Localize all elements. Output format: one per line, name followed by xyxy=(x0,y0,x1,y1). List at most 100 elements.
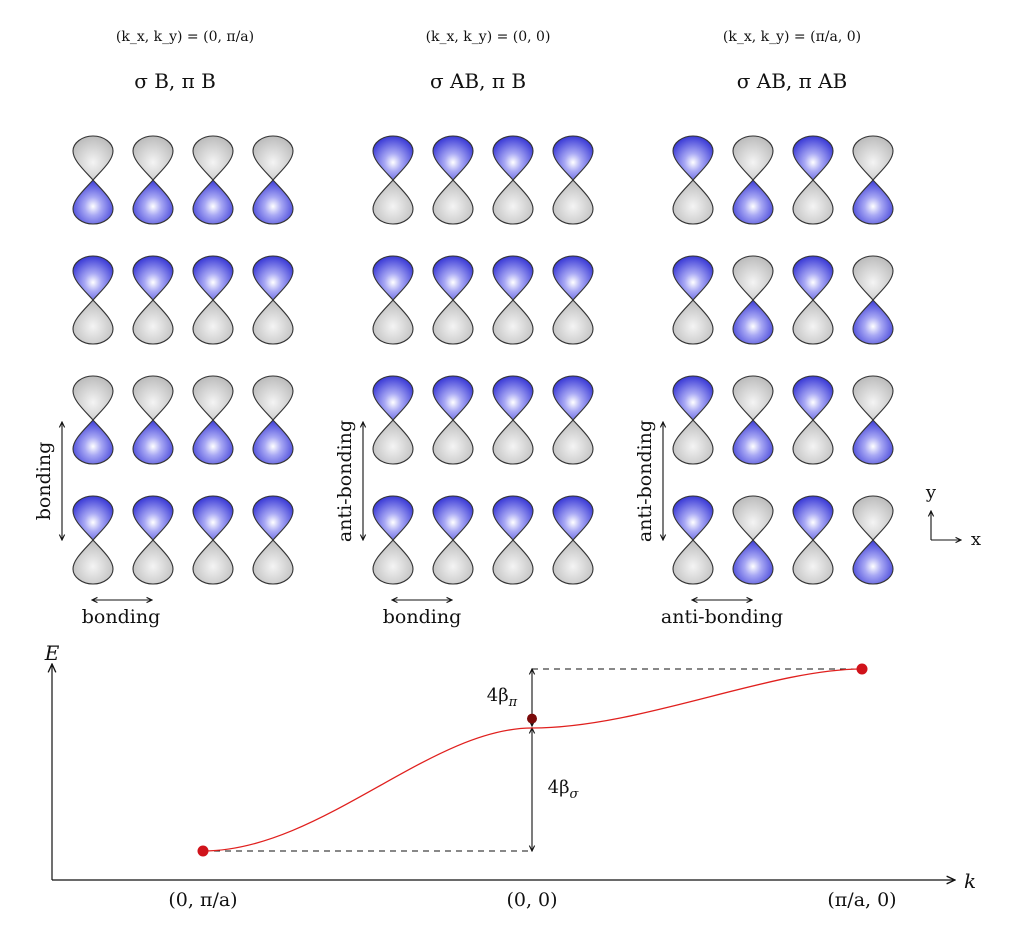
p-orbital xyxy=(192,255,234,345)
orbital-lower-lobe xyxy=(432,179,474,225)
orbital-lower-lobe xyxy=(132,539,174,585)
p-orbital xyxy=(852,135,894,225)
p-orbital xyxy=(192,375,234,465)
orbital-lower-lobe xyxy=(792,179,834,225)
panel-1-horizontal-arrow: bonding xyxy=(82,600,160,628)
orbital-lower-lobe xyxy=(552,299,594,345)
orbital-upper-lobe xyxy=(672,495,714,541)
panel-2-vertical-arrow: anti-bonding xyxy=(334,420,363,542)
orbital-upper-lobe xyxy=(672,135,714,181)
orbital-upper-lobe xyxy=(432,255,474,301)
orbital-lower-lobe xyxy=(372,419,414,465)
panel-2-k-label: (k_x, k_y) = (0, 0) xyxy=(426,29,551,45)
p-orbital xyxy=(132,375,174,465)
orbital-upper-lobe xyxy=(372,495,414,541)
orbital-lower-lobe xyxy=(492,539,534,585)
orbital-lower-lobe xyxy=(192,299,234,345)
p-orbital xyxy=(252,255,294,345)
orbital-lower-lobe xyxy=(252,539,294,585)
orbital-upper-lobe xyxy=(252,375,294,421)
orbital-lower-lobe xyxy=(72,539,114,585)
energy-axis-label: E xyxy=(44,641,60,665)
orbital-upper-lobe xyxy=(252,255,294,301)
orbital-upper-lobe xyxy=(552,255,594,301)
p-orbital xyxy=(372,375,414,465)
band-curve xyxy=(202,668,863,852)
k-axis-label: k xyxy=(964,869,976,893)
energy-point xyxy=(856,663,868,675)
panel-1-orbital-grid xyxy=(72,135,294,585)
orbital-upper-lobe xyxy=(732,255,774,301)
orbital-upper-lobe xyxy=(492,255,534,301)
p-orbital xyxy=(192,495,234,585)
orbital-lower-lobe xyxy=(852,299,894,345)
p-orbital xyxy=(432,495,474,585)
p-orbital xyxy=(852,255,894,345)
p-orbital xyxy=(132,495,174,585)
orbital-upper-lobe xyxy=(432,135,474,181)
orbital-upper-lobe xyxy=(672,255,714,301)
orbital-upper-lobe xyxy=(552,135,594,181)
p-orbital xyxy=(792,375,834,465)
orbital-lower-lobe xyxy=(672,179,714,225)
p-orbital xyxy=(492,255,534,345)
orbital-upper-lobe xyxy=(852,135,894,181)
p-orbital xyxy=(552,255,594,345)
panel-3-orbital-grid xyxy=(672,135,894,585)
orbital-lower-lobe xyxy=(72,179,114,225)
p-orbital xyxy=(432,255,474,345)
orbital-upper-lobe xyxy=(132,495,174,541)
orbital-upper-lobe xyxy=(72,255,114,301)
orbital-upper-lobe xyxy=(792,495,834,541)
orbital-lower-lobe xyxy=(492,179,534,225)
p-orbital xyxy=(372,255,414,345)
energy-point xyxy=(527,713,537,724)
orbital-upper-lobe xyxy=(792,255,834,301)
panel-2-bonding-label: σ AB, π B xyxy=(430,69,526,93)
p-orbital xyxy=(672,255,714,345)
axis-y-label: y xyxy=(925,482,937,503)
p-orbital xyxy=(432,375,474,465)
orbital-lower-lobe xyxy=(132,179,174,225)
orbital-lower-lobe xyxy=(192,539,234,585)
energy-points xyxy=(197,663,868,857)
panel-3-k-label: (k_x, k_y) = (π/a, 0) xyxy=(723,29,861,45)
orbital-upper-lobe xyxy=(372,375,414,421)
orbital-lower-lobe xyxy=(72,419,114,465)
panel-2-orbital-grid xyxy=(372,135,594,585)
orbital-lower-lobe xyxy=(372,299,414,345)
p-orbital xyxy=(732,255,774,345)
orbital-lower-lobe xyxy=(552,539,594,585)
p-orbital xyxy=(372,135,414,225)
p-orbital xyxy=(72,255,114,345)
k-point-label: (0, π/a) xyxy=(168,889,237,911)
orbital-upper-lobe xyxy=(72,495,114,541)
orbital-upper-lobe xyxy=(492,495,534,541)
p-orbital xyxy=(132,255,174,345)
gap-sigma-label: 4βσ xyxy=(548,777,580,802)
orbital-upper-lobe xyxy=(672,375,714,421)
panel-3-horizontal-arrow: anti-bonding xyxy=(661,600,783,628)
p-orbital xyxy=(732,135,774,225)
p-orbital xyxy=(492,135,534,225)
orbital-upper-lobe xyxy=(72,135,114,181)
energy-point xyxy=(197,845,209,857)
panel-2-header: (k_x, k_y) = (0, 0) σ AB, π B xyxy=(426,29,551,93)
p-orbital xyxy=(792,495,834,585)
axes-indicator: y x xyxy=(925,482,981,550)
orbital-upper-lobe xyxy=(252,495,294,541)
orbital-upper-lobe xyxy=(192,135,234,181)
orbital-upper-lobe xyxy=(192,255,234,301)
orbital-upper-lobe xyxy=(252,135,294,181)
panel-3-bonding-label: σ AB, π AB xyxy=(737,69,848,93)
orbital-lower-lobe xyxy=(732,419,774,465)
panel-3-vertical-label: anti-bonding xyxy=(634,420,656,542)
orbital-lower-lobe xyxy=(432,299,474,345)
orbital-upper-lobe xyxy=(132,375,174,421)
panel-1-header: (k_x, k_y) = (0, π/a) σ B, π B xyxy=(116,29,254,93)
k-point-label: (π/a, 0) xyxy=(827,889,896,911)
orbital-upper-lobe xyxy=(792,135,834,181)
orbital-lower-lobe xyxy=(252,299,294,345)
orbital-upper-lobe xyxy=(792,375,834,421)
orbital-lower-lobe xyxy=(852,539,894,585)
